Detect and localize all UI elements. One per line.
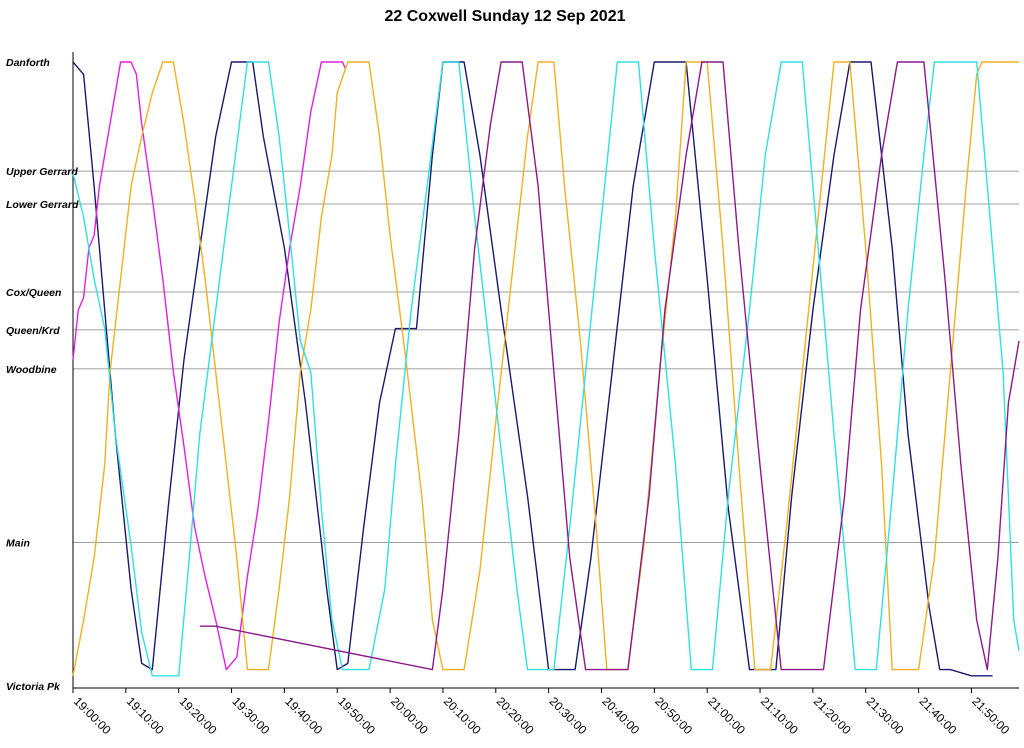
- chart-title: 22 Coxwell Sunday 12 Sep 2021: [384, 8, 625, 25]
- bus-trace-3: [72, 61, 1019, 676]
- x-tick-label: 19:10:00: [124, 694, 167, 737]
- x-tick-label: 21:10:00: [758, 694, 801, 737]
- x-tick-label: 21:40:00: [916, 694, 959, 737]
- x-tick-label: 21:00:00: [705, 694, 748, 737]
- x-tick-label: 20:40:00: [599, 694, 642, 737]
- bus-trace-4: [72, 61, 1020, 677]
- stop-label-woodbine: Woodbine: [6, 364, 57, 376]
- x-tick-label: 19:20:00: [177, 694, 220, 737]
- x-tick-label: 21:50:00: [969, 694, 1012, 737]
- y-gridlines: [73, 170, 1019, 543]
- x-tick-label: 21:30:00: [864, 694, 907, 737]
- y-stop-labels: Danforth Upper Gerrard Lower Gerrard Cox/Qu…: [6, 57, 79, 693]
- stop-label-cox-queen: Cox/Queen: [6, 287, 61, 299]
- x-tick-label: 20:20:00: [494, 694, 537, 737]
- stop-label-danforth: Danforth: [6, 57, 50, 69]
- stop-label-victoria-pk: Victoria Pk: [6, 681, 61, 693]
- stop-label-upper-gerrard: Upper Gerrard: [6, 166, 78, 178]
- stop-label-queen-krd: Queen/Krd: [6, 325, 60, 337]
- stop-label-lower-gerrard: Lower Gerrard: [6, 199, 79, 211]
- bus-trace-2: [72, 61, 346, 671]
- bus-traces: [72, 61, 1020, 677]
- stop-label-main: Main: [6, 538, 30, 550]
- x-tick-label: 20:30:00: [547, 694, 590, 737]
- x-tick-label: 20:00:00: [388, 694, 431, 737]
- x-tick-label: 20:10:00: [441, 694, 484, 737]
- x-tick-label: 19:50:00: [335, 694, 378, 737]
- x-ticks: 19:00:00 19:10:00 19:20:00 19:30:00 19:40:00…: [71, 688, 1012, 737]
- x-tick-label: 21:20:00: [811, 694, 854, 737]
- x-tick-label: 19:40:00: [282, 694, 325, 737]
- x-tick-label: 20:50:00: [652, 694, 695, 737]
- x-tick-label: 19:30:00: [229, 694, 272, 737]
- x-tick-label: 19:00:00: [71, 694, 114, 737]
- bus-trace-5: [199, 61, 1020, 671]
